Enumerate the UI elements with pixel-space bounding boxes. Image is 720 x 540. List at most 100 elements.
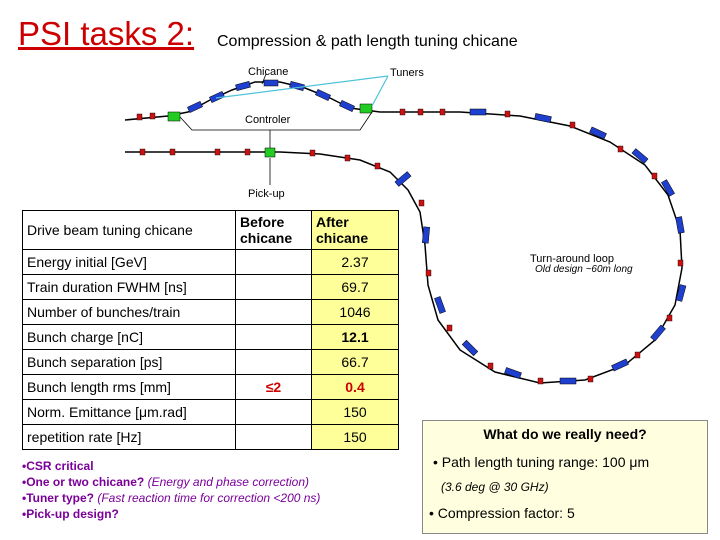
bullet-lead: •Tuner type? (22, 491, 94, 505)
upper-beamline (124, 81, 683, 384)
row-label: Number of bunches/train (22, 299, 236, 325)
parameter-table: Drive beam tuning chicane Before chicane… (22, 210, 399, 450)
dipole-magnet (661, 179, 675, 197)
dipole-magnet (675, 216, 685, 234)
quad-magnet (136, 113, 143, 121)
table-header-row: Drive beam tuning chicane Before chicane… (22, 210, 399, 250)
bullet-lead: •CSR critical (22, 459, 94, 473)
quad-magnet (417, 108, 424, 116)
row-after: 150 (311, 399, 399, 425)
turnaround-label: Turn-around loop (530, 253, 614, 265)
bullet-lead: •One or two chicane? (22, 475, 145, 489)
header-before: Before chicane (235, 210, 312, 250)
row-before (235, 299, 312, 325)
header-after: After chicane (311, 210, 399, 250)
table-row: Bunch charge [nC] 12.1 (22, 324, 399, 350)
row-after: 0.4 (311, 374, 399, 400)
controller-link (179, 111, 373, 131)
requirements-title: What do we really need? (483, 426, 647, 442)
requirement-path-length-note: (3.6 deg @ 30 GHz) (441, 480, 549, 494)
dipole-magnet (187, 100, 203, 114)
title-main-text: PSI tasks 2: (18, 15, 195, 52)
quad-magnet (214, 148, 221, 156)
quad-magnet (587, 375, 594, 383)
quad-magnet (666, 314, 673, 322)
quad-magnet (418, 199, 425, 207)
row-before (235, 274, 312, 300)
row-before (235, 249, 312, 275)
requirement-compression: • Compression factor: 5 (429, 505, 575, 521)
dipole-magnet (315, 88, 331, 102)
quad-magnet (139, 148, 146, 156)
quad-magnet (344, 154, 351, 162)
quad-magnet (169, 148, 176, 156)
row-after: 69.7 (311, 274, 399, 300)
quad-magnet (244, 148, 251, 156)
dipole-magnet (394, 171, 412, 187)
chicane-label: Chicane (248, 66, 288, 78)
bullet-note: (Energy and phase correction) (147, 475, 309, 489)
quad-magnet (569, 121, 576, 129)
tuner (167, 111, 181, 122)
tuner-arrow (215, 75, 389, 99)
quad-magnet (617, 145, 624, 153)
dipole-magnet (611, 358, 629, 372)
dipole-magnet (209, 90, 225, 104)
row-after: 66.7 (311, 349, 399, 375)
bullet-item: •CSR critical (22, 458, 320, 474)
tuners-label: Tuners (390, 67, 424, 79)
row-label: Norm. Emittance [μm.rad] (22, 399, 236, 425)
dipole-magnet (589, 126, 607, 140)
table-row: Train duration FWHM [ns] 69.7 (22, 274, 399, 300)
row-before (235, 349, 312, 375)
old-design-label: Old design ~60m long (535, 264, 633, 275)
questions-list: •CSR critical •One or two chicane? (Ener… (22, 458, 320, 522)
row-label: repetition rate [Hz] (22, 424, 236, 450)
bullet-item: •Pick-up design? (22, 506, 320, 522)
row-before (235, 399, 312, 425)
dipole-magnet (263, 79, 279, 87)
dipole-magnet (650, 324, 666, 342)
dipole-magnet (631, 148, 649, 164)
quad-magnet (399, 108, 406, 116)
dipole-magnet (235, 80, 251, 92)
dipole-magnet (504, 367, 522, 379)
table-row: Bunch length rms [mm] ≤2 0.4 (22, 374, 399, 400)
table-row: Bunch separation [ps] 66.7 (22, 349, 399, 375)
dipole-magnet (534, 113, 552, 123)
header-label: Drive beam tuning chicane (22, 210, 236, 250)
row-after: 150 (311, 424, 399, 450)
chicane-pointer (261, 73, 267, 85)
controler-label: Controler (245, 114, 291, 126)
table-row: Energy initial [GeV] 2.37 (22, 249, 399, 275)
row-after: 12.1 (311, 324, 399, 350)
quad-magnet (634, 351, 641, 359)
quad-magnet (439, 108, 446, 116)
tuner (359, 103, 373, 114)
quad-magnet (537, 377, 544, 385)
dipole-magnet (559, 377, 577, 385)
row-label: Train duration FWHM [ns] (22, 274, 236, 300)
quad-magnet (149, 112, 156, 120)
row-before: ≤2 (235, 374, 312, 400)
dipole-magnet (434, 296, 446, 314)
dipole-magnet (422, 226, 430, 244)
row-label: Bunch charge [nC] (22, 324, 236, 350)
table-row: repetition rate [Hz] 150 (22, 424, 399, 450)
quad-magnet (446, 324, 453, 332)
row-after: 2.37 (311, 249, 399, 275)
quad-magnet (309, 149, 316, 157)
dipole-magnets (187, 79, 687, 385)
slide-subtitle: Compression & path length tuning chicane (217, 33, 518, 50)
quad-magnet (504, 110, 511, 118)
row-before (235, 324, 312, 350)
dipole-magnet (339, 99, 355, 113)
bullet-lead: •Pick-up design? (22, 507, 119, 521)
quad-magnet (425, 269, 432, 277)
row-label: Energy initial [GeV] (22, 249, 236, 275)
pickup-element (264, 147, 276, 158)
quadrupole-magnets (136, 108, 684, 385)
slide-title: PSI tasks 2: (18, 14, 194, 54)
bullet-item: •One or two chicane? (Energy and phase c… (22, 474, 320, 490)
